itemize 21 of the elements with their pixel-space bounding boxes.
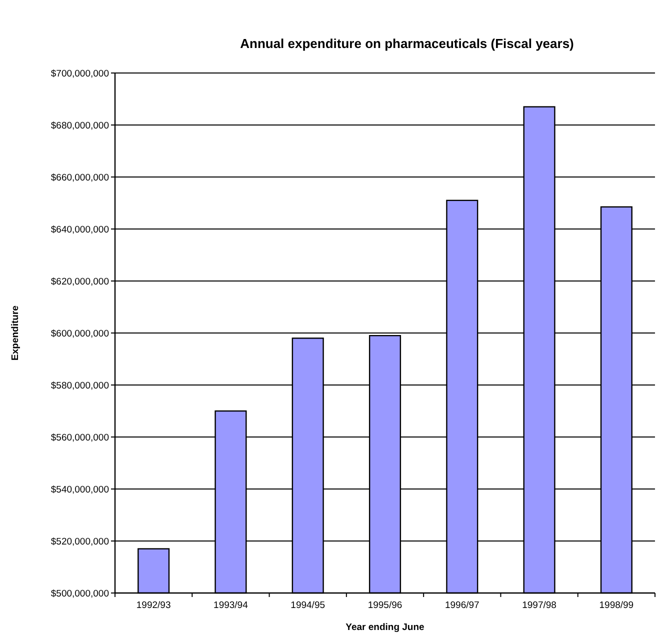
y-tick-label: $500,000,000: [50, 588, 109, 600]
y-tick-label: $700,000,000: [50, 68, 109, 80]
y-tick-label: $680,000,000: [50, 120, 109, 132]
y-axis-title: Expenditure: [10, 306, 21, 360]
y-tick-label: $620,000,000: [50, 276, 109, 288]
x-axis-title: Year ending June: [346, 622, 424, 633]
chart-title: Annual expenditure on pharmaceuticals (Fiscal years): [240, 36, 574, 51]
x-tick-label: 1996/97: [444, 600, 480, 611]
x-tick-label: 1998/99: [599, 600, 634, 611]
y-tick-label: $540,000,000: [50, 484, 109, 496]
y-tick-label: $580,000,000: [50, 380, 109, 392]
x-tick-label: 1993/94: [214, 600, 248, 611]
y-tick-label: $640,000,000: [50, 224, 109, 236]
x-tick-label: 1995/96: [368, 600, 402, 611]
x-tick-label: 1994/95: [290, 600, 326, 611]
x-tick-label: 1997/98: [522, 600, 556, 611]
y-tick-label: $520,000,000: [50, 536, 109, 548]
y-tick-label: $600,000,000: [50, 328, 109, 340]
x-tick-label: 1992/93: [136, 600, 171, 611]
y-tick-label: $660,000,000: [50, 172, 109, 184]
y-tick-label: $560,000,000: [50, 432, 109, 444]
